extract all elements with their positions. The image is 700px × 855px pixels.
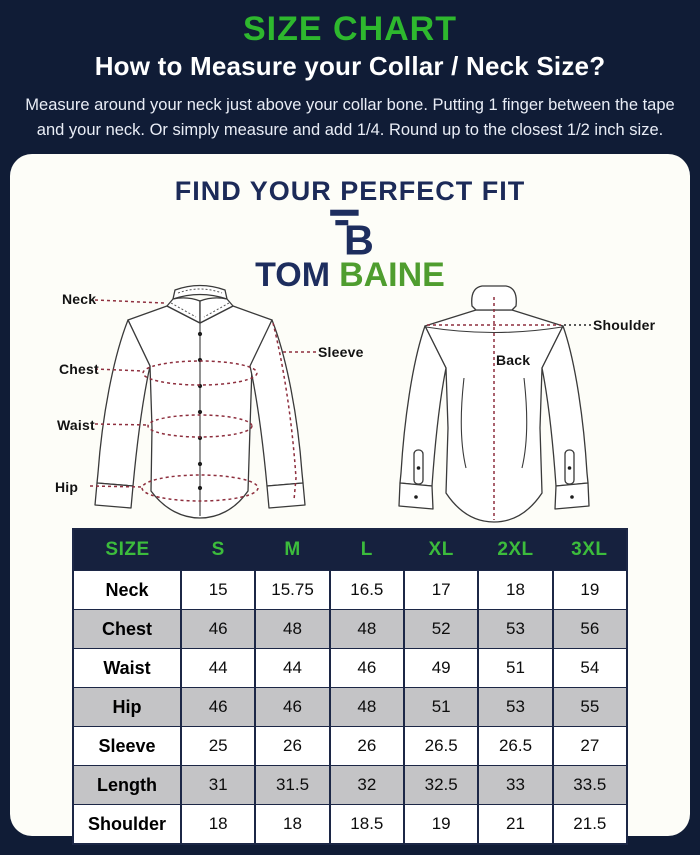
size-value-cell: 18 xyxy=(477,570,554,610)
table-row: Length 31 31.5 32 32.5 33 33.5 xyxy=(71,765,629,805)
size-value-cell: 33 xyxy=(477,765,554,805)
size-value-cell: 49 xyxy=(402,648,480,688)
size-value-cell: 15 xyxy=(180,570,257,610)
size-value-cell: 26 xyxy=(328,726,406,766)
measure-description-line1: Measure around your neck just above your… xyxy=(25,96,675,114)
size-column-header: 3XL xyxy=(552,529,627,571)
size-value-cell: 44 xyxy=(180,648,257,688)
size-value-cell: 46 xyxy=(180,609,257,649)
size-column-header: S xyxy=(181,529,256,571)
size-value-cell: 46 xyxy=(328,648,406,688)
size-value-cell: 18 xyxy=(254,804,331,845)
table-row: Chest 46 48 48 52 53 56 xyxy=(71,609,629,649)
row-label: Chest xyxy=(71,609,183,649)
brand-word-primary: TOM xyxy=(255,256,331,294)
size-value-cell: 32 xyxy=(328,765,406,805)
size-column-header: XL xyxy=(404,529,479,571)
size-value-cell: 16.5 xyxy=(328,570,406,610)
label-waist: Waist xyxy=(57,417,95,433)
size-value-cell: 18 xyxy=(180,804,257,845)
size-value-cell: 48 xyxy=(328,687,406,727)
size-value-cell: 51 xyxy=(477,648,554,688)
panel-heading: FIND YOUR PERFECT FIT xyxy=(174,176,526,206)
measure-description-line2: and your neck. Or simply measure and add… xyxy=(36,121,664,139)
size-value-cell: 15.75 xyxy=(254,570,331,610)
size-value-cell: 31.5 xyxy=(254,765,331,805)
size-column-header: 2XL xyxy=(478,529,553,571)
size-value-cell: 48 xyxy=(328,609,406,649)
size-value-cell: 26 xyxy=(254,726,331,766)
label-neck: Neck xyxy=(62,291,97,307)
size-value-cell: 26.5 xyxy=(477,726,554,766)
label-back: Back xyxy=(496,352,531,368)
size-value-cell: 48 xyxy=(254,609,331,649)
size-value-cell: 32.5 xyxy=(402,765,480,805)
measure-description: Measure around your neck just above your… xyxy=(0,93,700,143)
size-value-cell: 19 xyxy=(551,570,629,610)
size-value-cell: 44 xyxy=(254,648,331,688)
label-shoulder: Shoulder xyxy=(593,317,656,333)
size-value-cell: 18.5 xyxy=(328,804,406,845)
label-chest: Chest xyxy=(59,361,99,377)
size-value-cell: 25 xyxy=(180,726,257,766)
svg-text:B: B xyxy=(344,218,373,258)
brand-word-secondary: BAINE xyxy=(339,256,445,294)
size-value-cell: 51 xyxy=(402,687,480,727)
size-column-header: SIZE xyxy=(73,529,182,571)
size-table: SIZE S M L XL 2XL 3XL Neck 15 15.75 16.5 17 18 19 Che… xyxy=(71,528,629,845)
size-value-cell: 53 xyxy=(477,609,554,649)
size-value-cell: 56 xyxy=(551,609,629,649)
size-value-cell: 26.5 xyxy=(402,726,480,766)
size-value-cell: 21.5 xyxy=(551,804,629,845)
page-title: SIZE CHART xyxy=(243,10,457,48)
row-label: Hip xyxy=(71,687,183,727)
size-value-cell: 31 xyxy=(180,765,257,805)
row-label: Length xyxy=(71,765,183,805)
row-label: Waist xyxy=(71,648,183,688)
brand-monogram: B xyxy=(0,208,700,264)
row-label: Sleeve xyxy=(71,726,183,766)
size-value-cell: 33.5 xyxy=(551,765,629,805)
table-row: Hip 46 46 48 51 53 55 xyxy=(71,687,629,727)
size-column-header: M xyxy=(255,529,330,571)
back-shirt-diagram xyxy=(398,285,592,523)
size-value-cell: 53 xyxy=(477,687,554,727)
table-row: Sleeve 25 26 26 26.5 26.5 27 xyxy=(71,726,629,766)
size-column-header: L xyxy=(329,529,404,571)
brand-wordmark: TOM BAINE xyxy=(0,256,700,294)
size-value-cell: 27 xyxy=(551,726,629,766)
size-table-header-row: SIZE S M L XL 2XL 3XL xyxy=(73,529,627,571)
size-value-cell: 19 xyxy=(402,804,480,845)
label-sleeve: Sleeve xyxy=(318,344,364,360)
size-value-cell: 46 xyxy=(180,687,257,727)
size-value-cell: 46 xyxy=(254,687,331,727)
size-value-cell: 54 xyxy=(551,648,629,688)
row-label: Shoulder xyxy=(71,804,183,845)
label-hip: Hip xyxy=(55,479,79,495)
table-row: Waist 44 44 46 49 51 54 xyxy=(71,648,629,688)
table-row: Shoulder 18 18 18.5 19 21 21.5 xyxy=(71,804,629,845)
size-value-cell: 52 xyxy=(402,609,480,649)
size-value-cell: 17 xyxy=(402,570,480,610)
page-subtitle: How to Measure your Collar / Neck Size? xyxy=(94,51,606,81)
size-value-cell: 55 xyxy=(551,687,629,727)
row-label: Neck xyxy=(71,570,183,610)
front-shirt-diagram xyxy=(89,284,317,519)
tb-monogram-icon: B xyxy=(330,209,374,264)
table-row: Neck 15 15.75 16.5 17 18 19 xyxy=(71,570,629,610)
size-value-cell: 21 xyxy=(477,804,554,845)
